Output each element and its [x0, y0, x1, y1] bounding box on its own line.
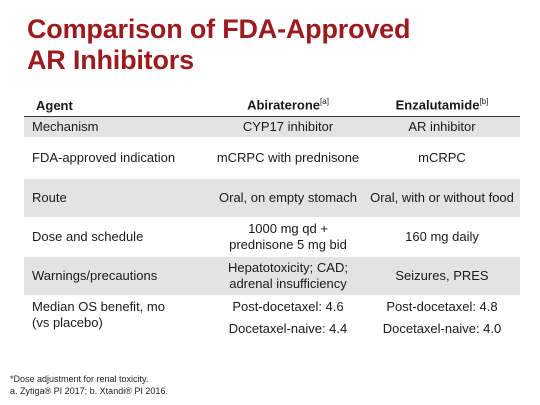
abiraterone-os-post: Post-docetaxel: 4.6 — [232, 299, 344, 314]
table-row: Route Oral, on empty stomach Oral, with … — [24, 179, 520, 217]
abiraterone-cell: CYP17 inhibitor — [212, 116, 364, 137]
table-row: Median OS benefit, mo (vs placebo) Post-… — [24, 295, 520, 347]
title-line-2: AR Inhibitors — [27, 45, 194, 75]
row-label: Mechanism — [24, 116, 212, 137]
enzalutamide-os-post: Post-docetaxel: 4.8 — [386, 299, 498, 314]
row-label-line-1: Median OS benefit, mo — [32, 299, 165, 314]
header-enzalutamide-label: Enzalutamide — [395, 97, 480, 113]
abiraterone-cell: Oral, on empty stomach — [212, 179, 364, 217]
row-label: Median OS benefit, mo (vs placebo) — [24, 295, 212, 347]
enzalutamide-cell: Post-docetaxel: 4.8 Docetaxel-naive: 4.0 — [364, 295, 520, 347]
abiraterone-cell: Post-docetaxel: 4.6 Docetaxel-naive: 4.4 — [212, 295, 364, 347]
row-label: Route — [24, 179, 212, 217]
slide-title: Comparison of FDA-Approved AR Inhibitors — [27, 14, 410, 76]
abiraterone-cell: 1000 mg qd + prednisone 5 mg bid — [229, 221, 347, 252]
comparison-table: Agent Abiraterone[a] Enzalutamide[b] Mec… — [24, 94, 520, 347]
footnotes: *Dose adjustment for renal toxicity. a. … — [10, 373, 168, 397]
enzalutamide-cell: 160 mg daily — [405, 229, 479, 244]
row-label: Warnings/precautions — [24, 257, 212, 295]
footnote-line-1: *Dose adjustment for renal toxicity. — [10, 374, 149, 384]
header-enzalutamide-ref: [b] — [479, 97, 489, 107]
row-label: FDA-approved indication — [32, 150, 176, 165]
header-abiraterone: Abiraterone[a] — [212, 94, 364, 117]
header-enzalutamide: Enzalutamide[b] — [364, 94, 520, 117]
table-header-row: Agent Abiraterone[a] Enzalutamide[b] — [24, 94, 520, 117]
footnote-line-2: a. Zytiga® PI 2017; b. Xtandi® PI 2016. — [10, 386, 168, 396]
table-row: Dose and schedule 1000 mg qd + prednison… — [24, 217, 520, 257]
enzalutamide-cell: Seizures, PRES — [364, 257, 520, 295]
row-label-line-2: (vs placebo) — [32, 315, 103, 330]
abiraterone-cell: mCRPC with prednisone — [216, 150, 360, 165]
enzalutamide-cell: Oral, with or without food — [364, 179, 520, 217]
enzalutamide-cell: AR inhibitor — [364, 116, 520, 137]
title-line-1: Comparison of FDA-Approved — [27, 14, 411, 44]
table-row: Warnings/precautions Hepatotoxicity; CAD… — [24, 257, 520, 295]
abiraterone-os-naive: Docetaxel-naive: 4.4 — [228, 321, 348, 336]
table-row: FDA-approved indication mCRPC with predn… — [24, 137, 520, 179]
abiraterone-cell: Hepatotoxicity; CAD; adrenal insufficien… — [212, 257, 364, 295]
enzalutamide-os-naive: Docetaxel-naive: 4.0 — [382, 321, 502, 336]
row-label: Dose and schedule — [32, 229, 144, 244]
header-abiraterone-label: Abiraterone — [247, 97, 321, 113]
table-row: Mechanism CYP17 inhibitor AR inhibitor — [24, 116, 520, 137]
header-agent: Agent — [24, 94, 212, 117]
enzalutamide-cell: mCRPC — [418, 150, 466, 165]
header-abiraterone-ref: [a] — [320, 97, 329, 107]
